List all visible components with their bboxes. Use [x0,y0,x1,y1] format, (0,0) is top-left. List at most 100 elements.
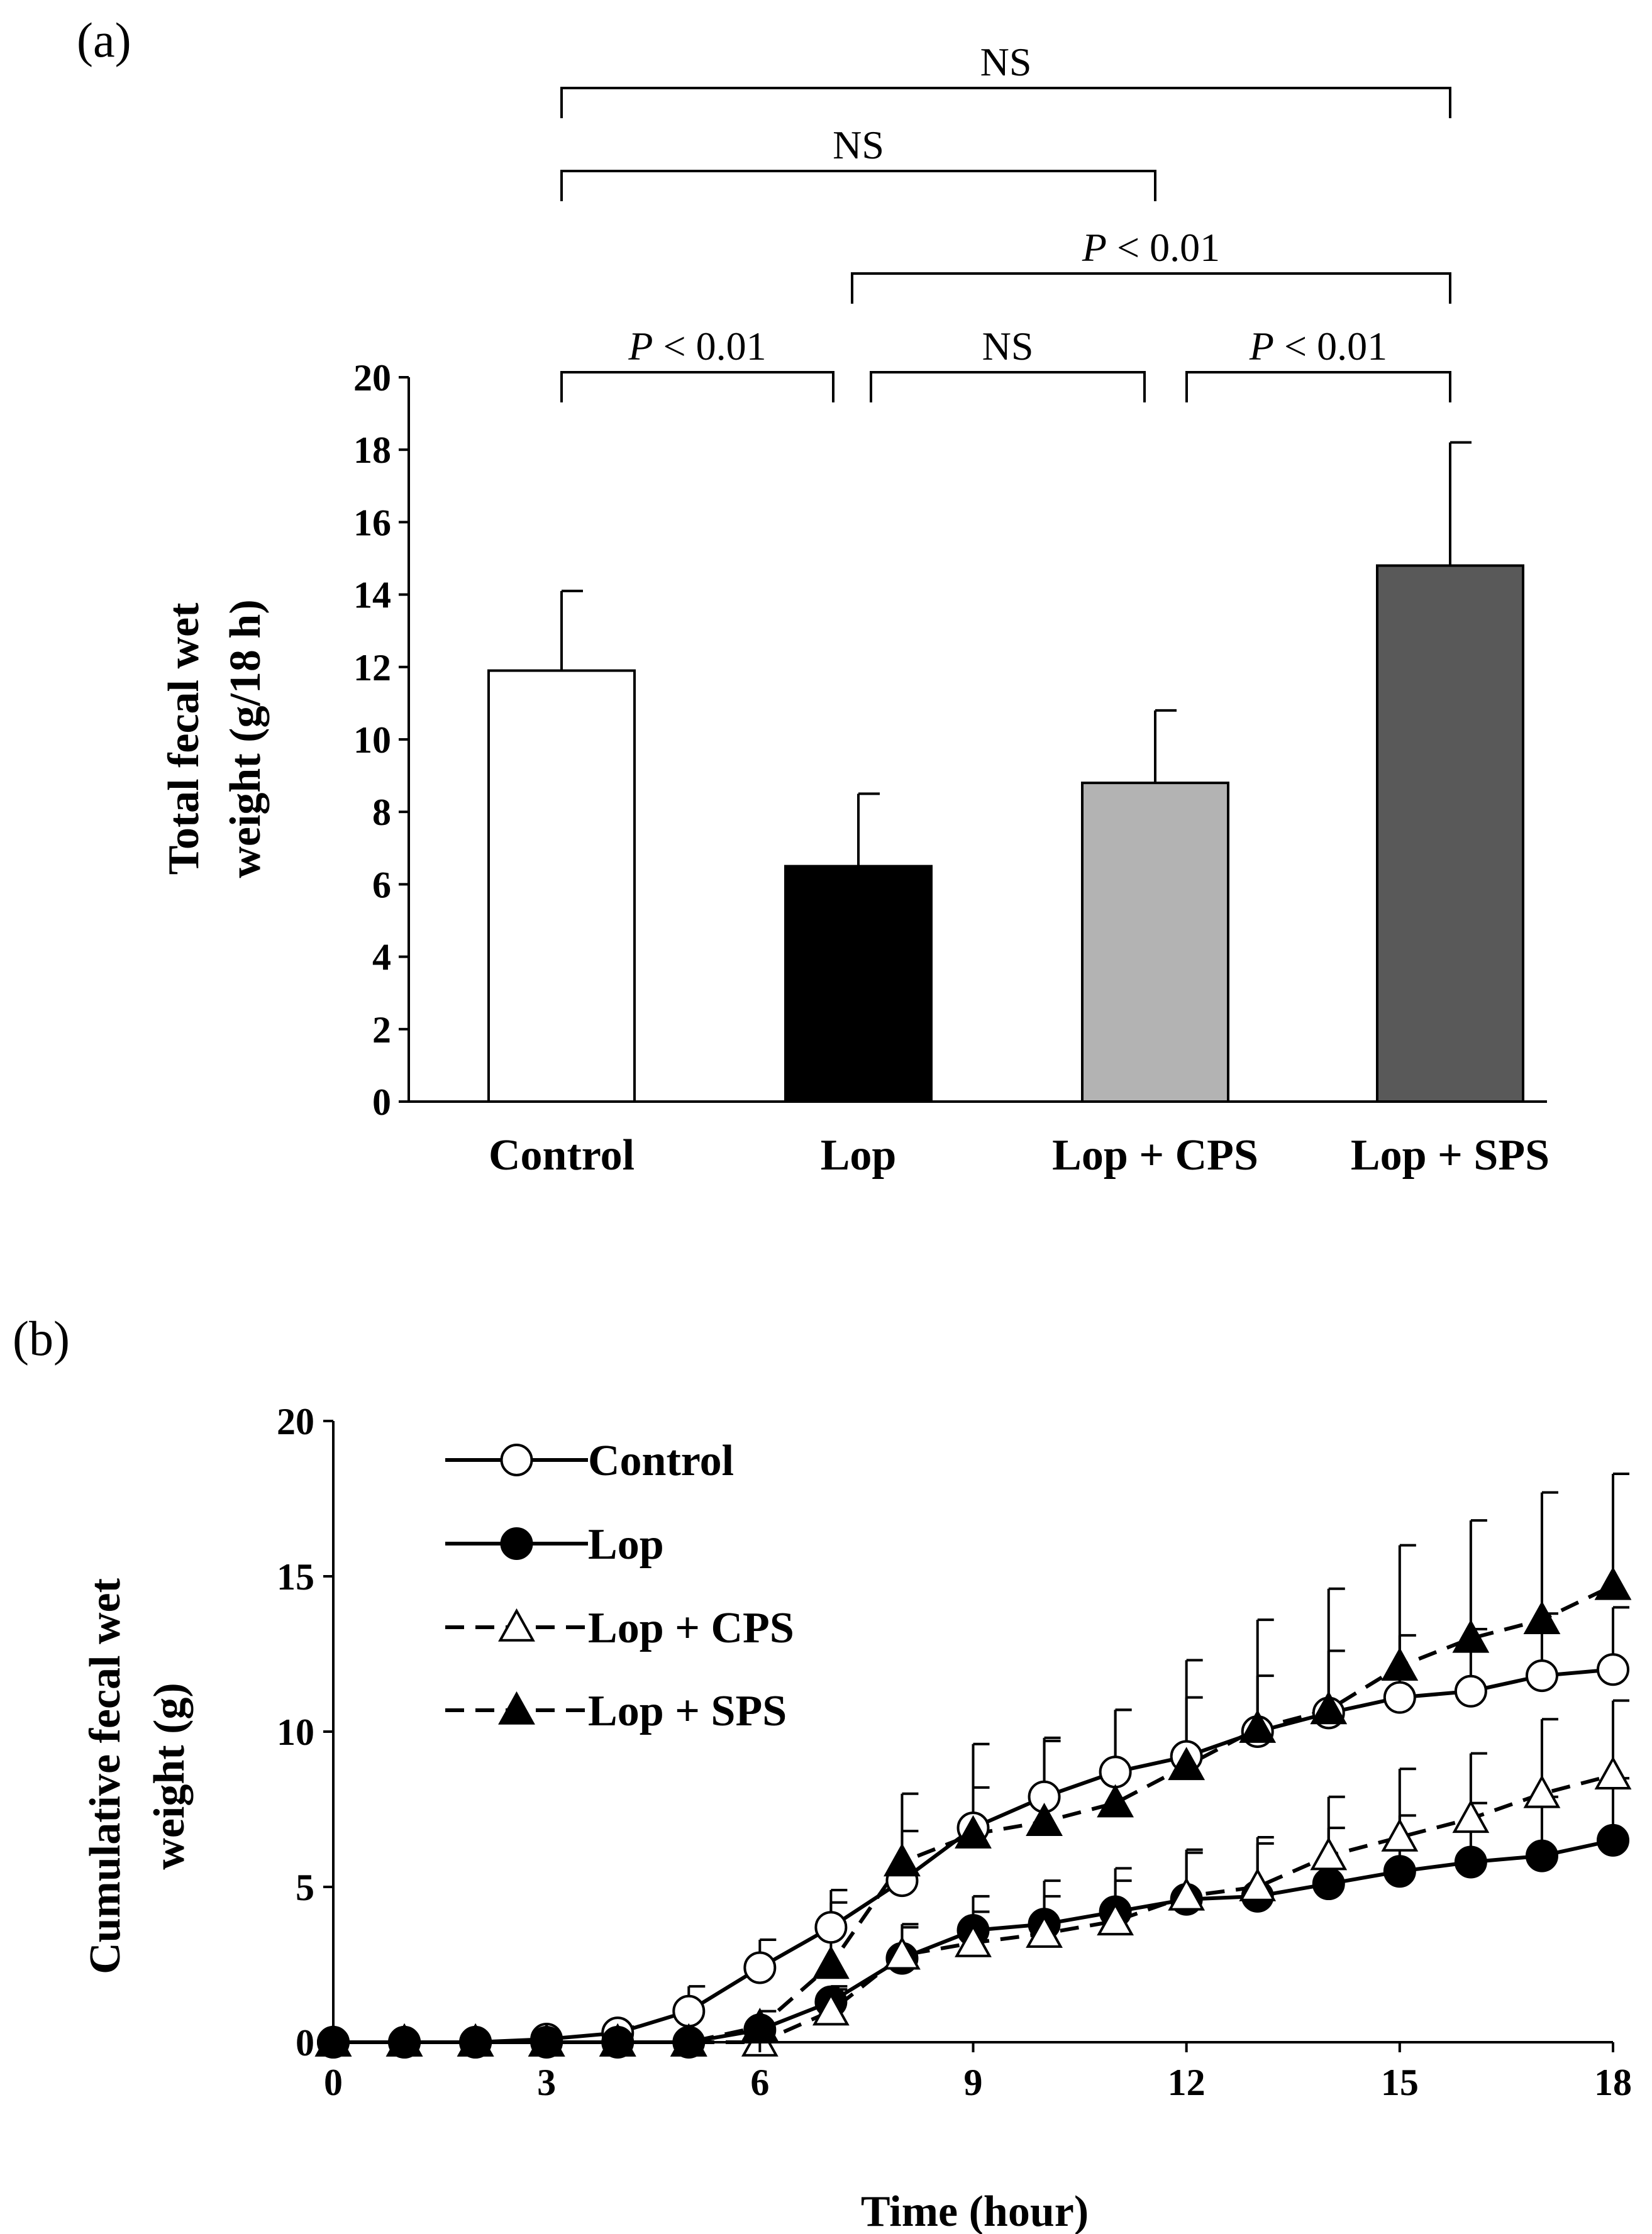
axes: 0 5 10 15 20 0 3 6 9 12 15 18 [277,1401,1632,2103]
significance-label: NS [982,324,1034,368]
category-labels: Control Lop Lop + CPS Lop + SPS [489,1131,1549,1180]
marker-lop-sps [457,2023,494,2057]
marker-lop [1383,1855,1416,1888]
category-label: Lop + SPS [1351,1131,1549,1180]
legend-marker [500,1527,533,1560]
significance-bracket: P < 0.01 [851,225,1451,304]
marker-lop-sps [884,1843,921,1877]
marker-lop-sps [670,2023,707,2057]
marker-control [672,1994,706,2028]
significance-bracket: P < 0.01 [1185,324,1451,402]
legend-marker [498,1691,535,1725]
x-tick-label: 3 [537,2062,556,2103]
significance-bracket: NS [560,40,1451,118]
marker-lop-sps [1523,1601,1561,1634]
marker-lop-sps [1381,1647,1419,1681]
bracket-line [851,272,1451,304]
y-tick-label: 0 [296,2022,314,2064]
marker-lop-sps [599,2023,636,2057]
y-tick-label: 10 [353,719,391,761]
marker-lop [1454,1845,1487,1879]
marker-lop-cps [1381,1818,1419,1852]
significance-label: P < 0.01 [1082,225,1220,270]
category-label: Lop + CPS [1052,1131,1258,1180]
series-line-control [333,1667,1614,2044]
y-tick-label: 4 [372,937,391,978]
marker-lop-sps [1594,1566,1632,1600]
x-tick-label: 9 [964,2062,983,2103]
legend-item-control: Control [445,1437,734,1485]
y-axis-title-line-2: weight (g) [145,1683,194,1869]
x-tick-label: 0 [324,2062,343,2103]
y-tick-label: 10 [277,1711,314,1753]
y-tick-label: 20 [353,357,391,399]
panel-a-bar-chart: (a) P < 0.01 NS P < 0.01 P < 0.01 NS NS 0 2 4 6 8… [77,13,1549,1180]
marker-lop-cps [955,1923,992,1957]
legend-marker [498,1608,535,1642]
bracket-line [870,371,1146,402]
marker-lop-cps [1239,1867,1277,1901]
panel-a-label: (a) [77,13,131,67]
y-tick-label: 8 [372,792,391,833]
y-axis-title-line-2: weight (g/18 h) [221,599,270,878]
marker-lop-sps [528,2023,565,2057]
significance-bracket: NS [870,324,1146,402]
marker-lop-sps [1168,1747,1206,1781]
significance-brackets: P < 0.01 NS P < 0.01 P < 0.01 NS NS [560,40,1451,402]
marker-lop-cps [1594,1756,1632,1789]
significance-label: P < 0.01 [1249,324,1387,368]
y-tick-label: 6 [372,864,391,905]
significance-bracket: P < 0.01 [560,324,834,402]
bar-lop [784,865,933,1103]
marker-control [1383,1681,1416,1714]
bars [487,564,1524,1103]
marker-lop-sps [1452,1619,1490,1653]
marker-lop-cps [1097,1902,1134,1936]
significance-label: NS [833,123,884,167]
marker-lop-cps [884,1936,921,1970]
series-error-bars [616,1472,1629,2033]
category-label: Lop [821,1131,897,1180]
y-tick-label: 16 [353,502,391,543]
marker-lop-cps [1310,1837,1348,1871]
x-axis-title: Time (hour) [861,2187,1089,2234]
x-tick-label: 18 [1594,2062,1632,2103]
significance-label: NS [980,40,1032,84]
legend-label: Lop + CPS [588,1604,794,1652]
marker-lop-sps [1097,1784,1134,1818]
marker-lop-sps [741,2008,779,2042]
legend-marker [500,1444,533,1476]
marker-lop [1525,1839,1558,1872]
marker-lop [1312,1867,1345,1901]
y-tick-label: 20 [277,1401,314,1442]
panel-b-line-chart: (b) 0 5 10 15 20 0 3 6 9 12 15 18 Control Lop Lop + C… [13,1311,1632,2234]
y-axis-title-line-1: Total fecal wet [160,603,208,875]
bar-control [487,669,636,1103]
marker-lop-sps [1239,1709,1277,1743]
y-tick-label: 5 [296,1867,314,1908]
bar-lop-sps [1376,564,1524,1103]
legend-label: Control [588,1437,734,1485]
bar-lop-cps [1081,782,1229,1103]
significance-bracket: NS [560,123,1156,201]
bracket-line [1185,371,1451,402]
y-tick-label: 18 [353,429,391,471]
marker-lop [1597,1823,1629,1857]
marker-lop-sps [812,1945,850,1979]
y-tick-label: 15 [277,1556,314,1598]
marker-control [1454,1674,1487,1708]
panel-b-label: (b) [13,1311,70,1366]
marker-lop-cps [1523,1774,1561,1808]
marker-lop-sps [955,1815,992,1849]
marker-lop-cps [1452,1800,1490,1833]
marker-lop-cps [1026,1914,1063,1948]
marker-control [743,1951,777,1984]
x-tick-label: 6 [750,2062,769,2103]
marker-control [1099,1756,1132,1789]
bracket-line [560,371,834,402]
marker-lop-sps [1310,1691,1348,1725]
marker-lop-sps [385,2023,423,2057]
legend-label: Lop + SPS [588,1687,787,1735]
legend: Control Lop Lop + CPS Lop + SPS [445,1437,794,1735]
